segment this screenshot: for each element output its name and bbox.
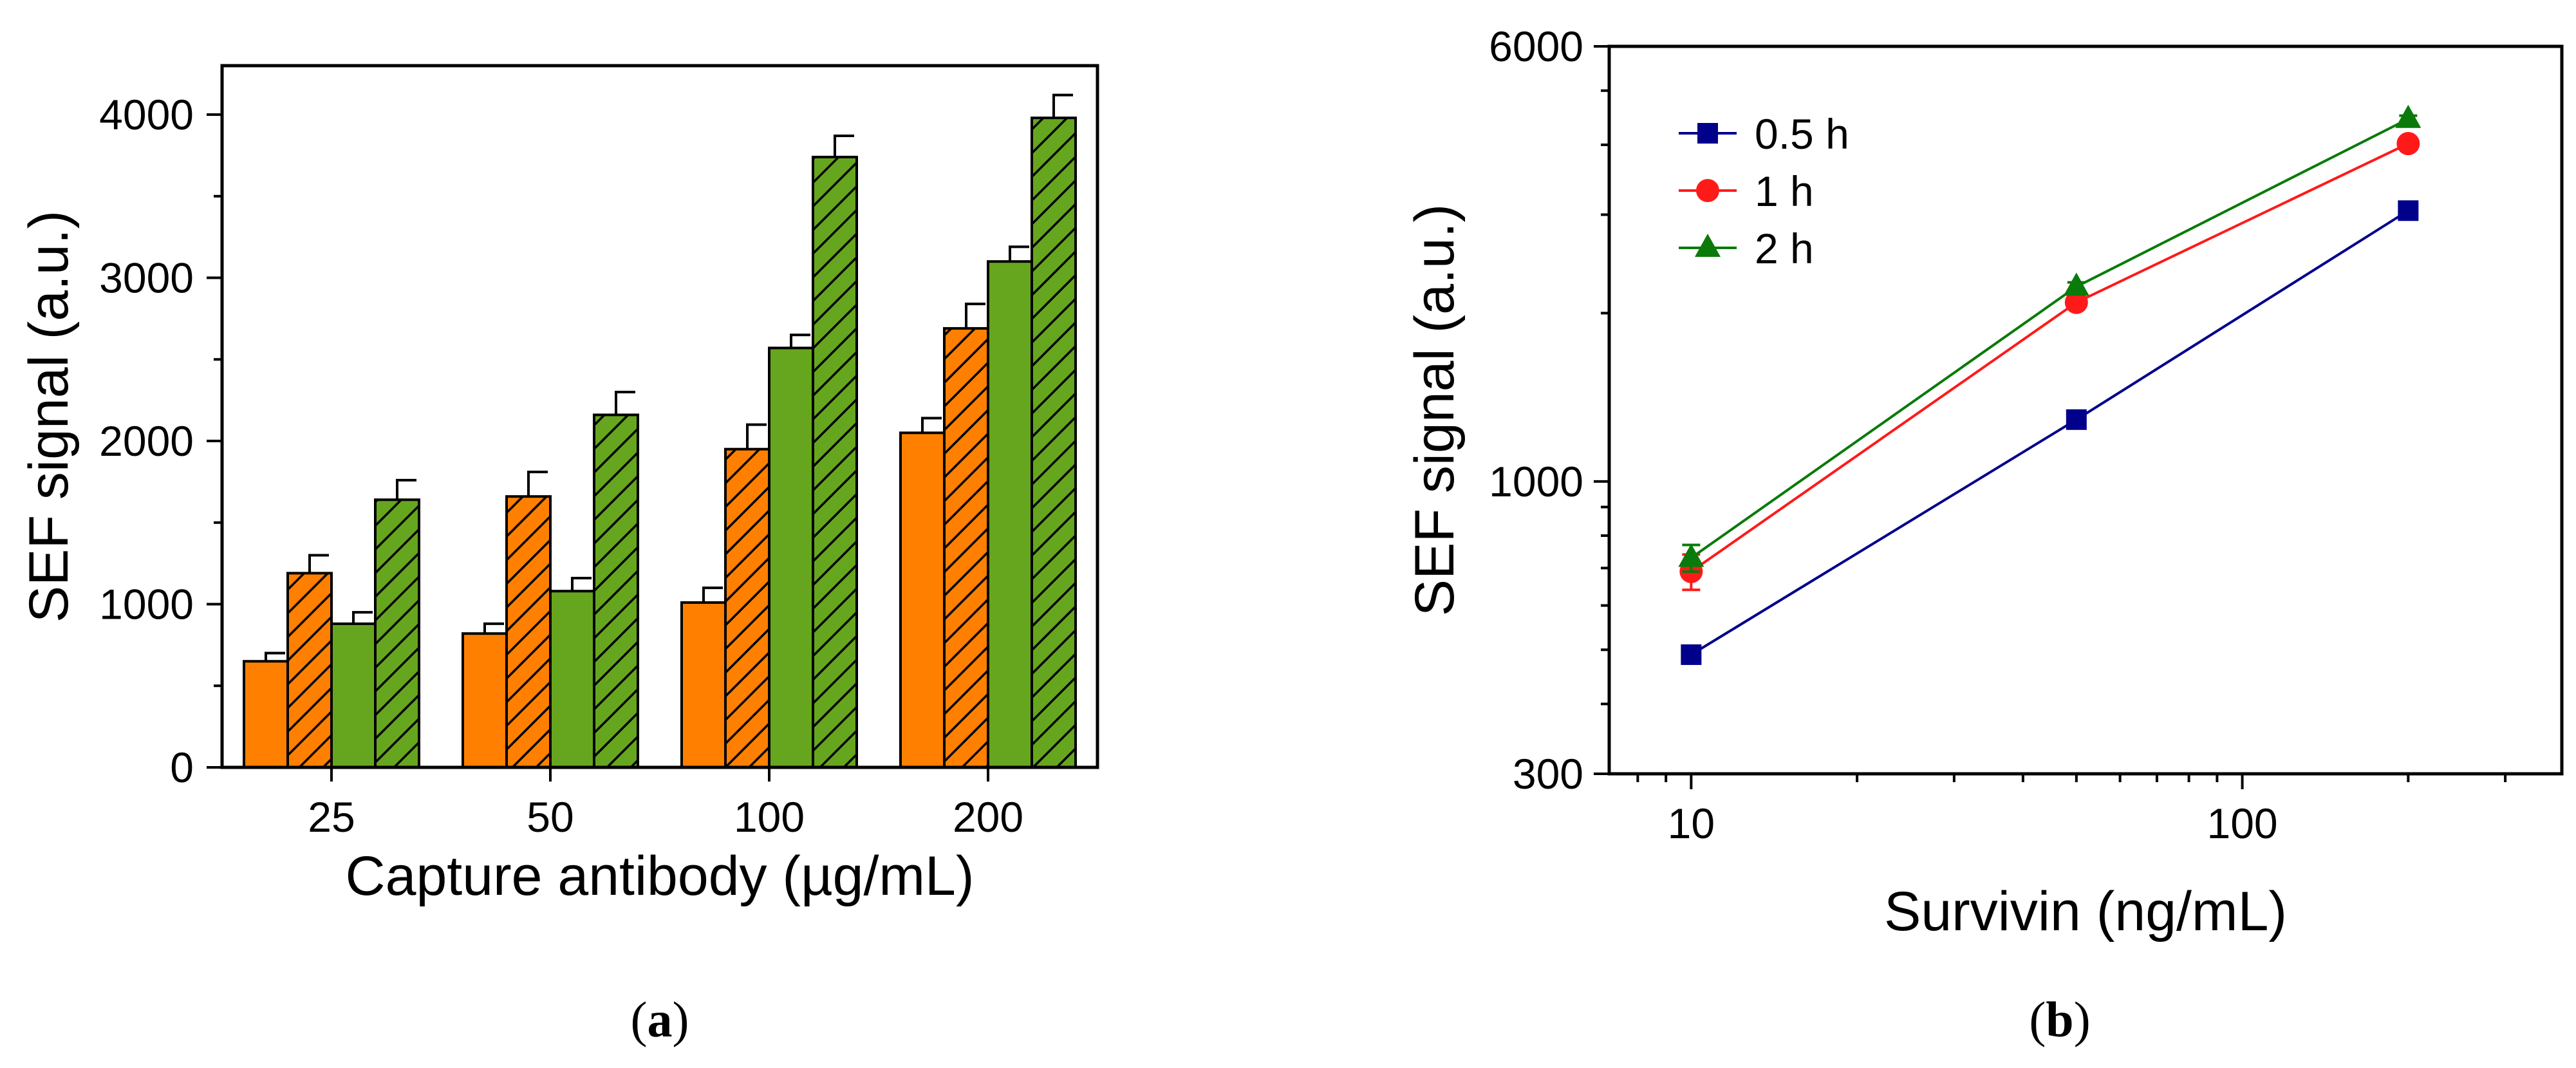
marker-triangle-2 [2395,104,2422,128]
bar-200-0 [899,431,946,769]
marker-circle-1 [2396,132,2420,156]
x-tick-label-b: 100 [2207,800,2278,847]
y-tick-label-a: 3000 [99,254,194,302]
line-chart-panel-b: 10 100 300 1000 6000 0.5 h 1 h 2 h Survivin (n… [1404,23,2564,1047]
series-group-b [1678,104,2422,665]
x-tick-label-a: 100 [734,793,805,841]
legend-b: 0.5 h 1 h 2 h [1679,110,1849,272]
panel-label-a-close: ) [673,991,689,1047]
bar-50-2 [549,590,595,769]
panel-label-b-close: ) [2074,991,2091,1047]
panel-label-a: (a) [631,991,689,1047]
legend-marker-2 [1695,234,1721,257]
x-axis-label-a: Capture antibody (µg/mL) [346,845,975,907]
x-tick-label-a: 50 [527,793,574,841]
bar-50-3 [593,413,639,769]
bar-25-1 [286,572,333,769]
legend-label-1: 1 h [1755,167,1814,215]
bar-25-2 [330,622,377,769]
series-line-0 [1690,209,2409,656]
x-tick-label-a: 25 [308,793,355,841]
marker-triangle-2 [2063,272,2089,296]
plot-frame-a [220,64,1099,769]
bar-25-0 [243,660,289,769]
bar-group-a [243,93,1077,769]
x-tick-label-b: 10 [1668,800,1715,847]
bar-100-2 [768,346,814,769]
panel-label-b-letter: b [2046,991,2073,1047]
y-tick-label-b: 6000 [1489,23,1583,70]
marker-square-0 [1681,644,1702,665]
y-tick-label-a: 2000 [99,417,194,465]
x-axis-label-b: Survivin (ng/mL) [1884,881,2287,942]
bar-100-1 [724,447,770,769]
bar-200-1 [943,327,989,769]
y-tick-label-b: 300 [1513,750,1583,798]
panel-label-a-open: ( [631,991,648,1047]
bar-100-3 [812,155,858,769]
marker-triangle-2 [1678,543,1704,567]
panel-label-b: (b) [2029,991,2090,1047]
bar-50-1 [505,495,552,769]
y-tick-label-b: 1000 [1489,458,1583,505]
panel-label-a-letter: a [648,991,673,1047]
y-axis-label-a: SEF signal (a.u.) [18,211,80,623]
legend-marker-0 [1697,123,1718,144]
legend-marker-1 [1696,179,1719,202]
y-tick-label-a: 4000 [99,91,194,138]
y-tick-label-a: 1000 [99,581,194,628]
bar-100-0 [680,601,727,769]
axis-ticks-b: 10 100 300 1000 6000 [1489,23,2507,847]
x-tick-label-a: 200 [953,793,1023,841]
marker-square-0 [2398,200,2419,221]
legend-label-2: 2 h [1755,225,1814,272]
y-axis-label-b: SEF signal (a.u.) [1404,204,1466,616]
panel-label-b-open: ( [2029,991,2046,1047]
legend-label-0: 0.5 h [1755,110,1849,158]
plot-frame-b [1607,44,2564,776]
bar-200-3 [1031,117,1077,769]
y-tick-label-a: 0 [170,744,194,791]
bar-200-2 [987,260,1033,769]
bar-25-3 [374,498,420,769]
marker-circle-1 [2064,290,2088,314]
bar-50-0 [462,632,508,769]
marker-square-0 [2066,409,2087,430]
